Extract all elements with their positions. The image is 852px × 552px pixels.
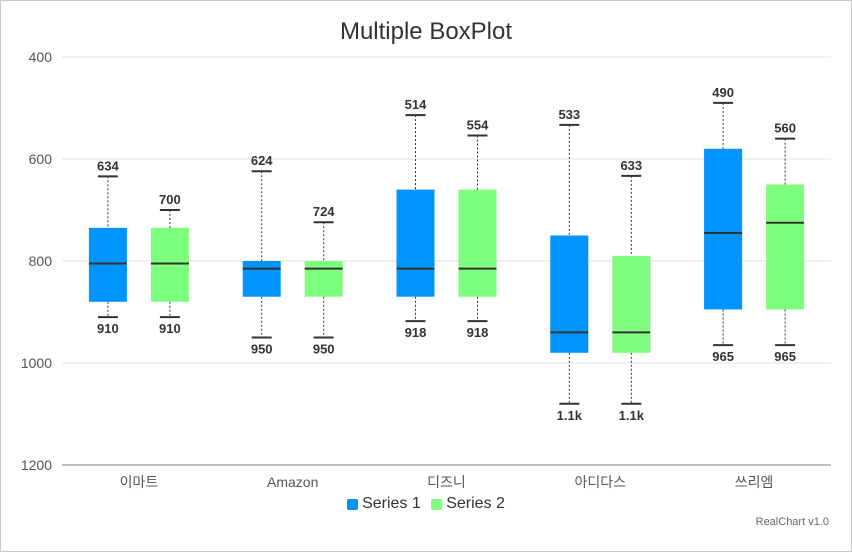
credit-label: RealChart v1.0 [755,516,829,528]
data-label-min: 633 [620,158,642,173]
legend-swatch-series-1 [347,498,359,510]
data-label-min: 490 [712,85,734,100]
box [458,189,497,297]
x-tick-label: 이마트 [120,474,159,490]
box [766,184,805,310]
boxplot-item: 700 910 [150,192,189,336]
data-label-max: 1.1k [557,408,583,423]
data-label-max: 910 [97,321,119,336]
data-label-min: 533 [558,107,580,122]
data-label-min: 554 [467,118,489,133]
y-tick-label: 800 [29,253,53,269]
data-label-min: 700 [159,192,181,207]
boxplot-item: 560 965 [766,121,805,364]
data-label-max: 918 [467,325,489,340]
data-label-max: 1.1k [619,408,645,423]
box [704,148,743,310]
y-tick-label: 1000 [21,355,52,371]
data-label-min: 724 [313,204,335,219]
boxplot-item: 624 950 [242,153,281,357]
y-tick-label: 600 [29,151,53,167]
box [242,261,281,297]
x-tick-label: 디즈니 [427,474,466,490]
x-tick-label: 아디다스 [575,474,627,490]
box [150,227,189,302]
boxplot-item: 633 1.1k [612,158,651,423]
data-label-min: 514 [405,97,427,112]
boxplot-item: 724 950 [304,204,343,357]
chart-title: Multiple BoxPlot [339,18,513,45]
boxplot-item: 634 910 [88,158,127,336]
legend-item-series-2[interactable]: Series 2 [431,495,505,513]
box [88,227,127,302]
legend-swatch-series-2 [431,498,443,510]
y-tick-label: 1200 [21,457,52,473]
chart-legend: Series 1 Series 2 [0,495,852,515]
data-label-min: 624 [251,153,273,168]
legend-item-series-1[interactable]: Series 1 [347,495,421,513]
data-label-max: 965 [712,349,734,364]
data-label-max: 965 [774,349,796,364]
data-label-max: 918 [405,325,427,340]
y-tick-label: 400 [29,49,53,65]
box [396,189,435,297]
legend-label-series-2: Series 2 [446,495,505,512]
data-label-min: 560 [774,121,796,136]
boxplot-item: 514 918 [396,97,435,340]
x-tick-label: Amazon [267,474,318,490]
legend-label-series-1: Series 1 [362,495,421,512]
data-label-max: 910 [159,321,181,336]
boxplot-item: 533 1.1k [550,107,589,423]
box [550,235,589,353]
boxplot-item: 554 918 [458,118,497,340]
boxplot-item: 490 965 [704,85,743,364]
box [304,261,343,297]
data-label-max: 950 [313,342,335,357]
data-label-min: 634 [97,158,119,173]
box [612,255,651,353]
data-label-max: 950 [251,342,273,357]
x-tick-label: 쓰리엠 [735,474,774,490]
